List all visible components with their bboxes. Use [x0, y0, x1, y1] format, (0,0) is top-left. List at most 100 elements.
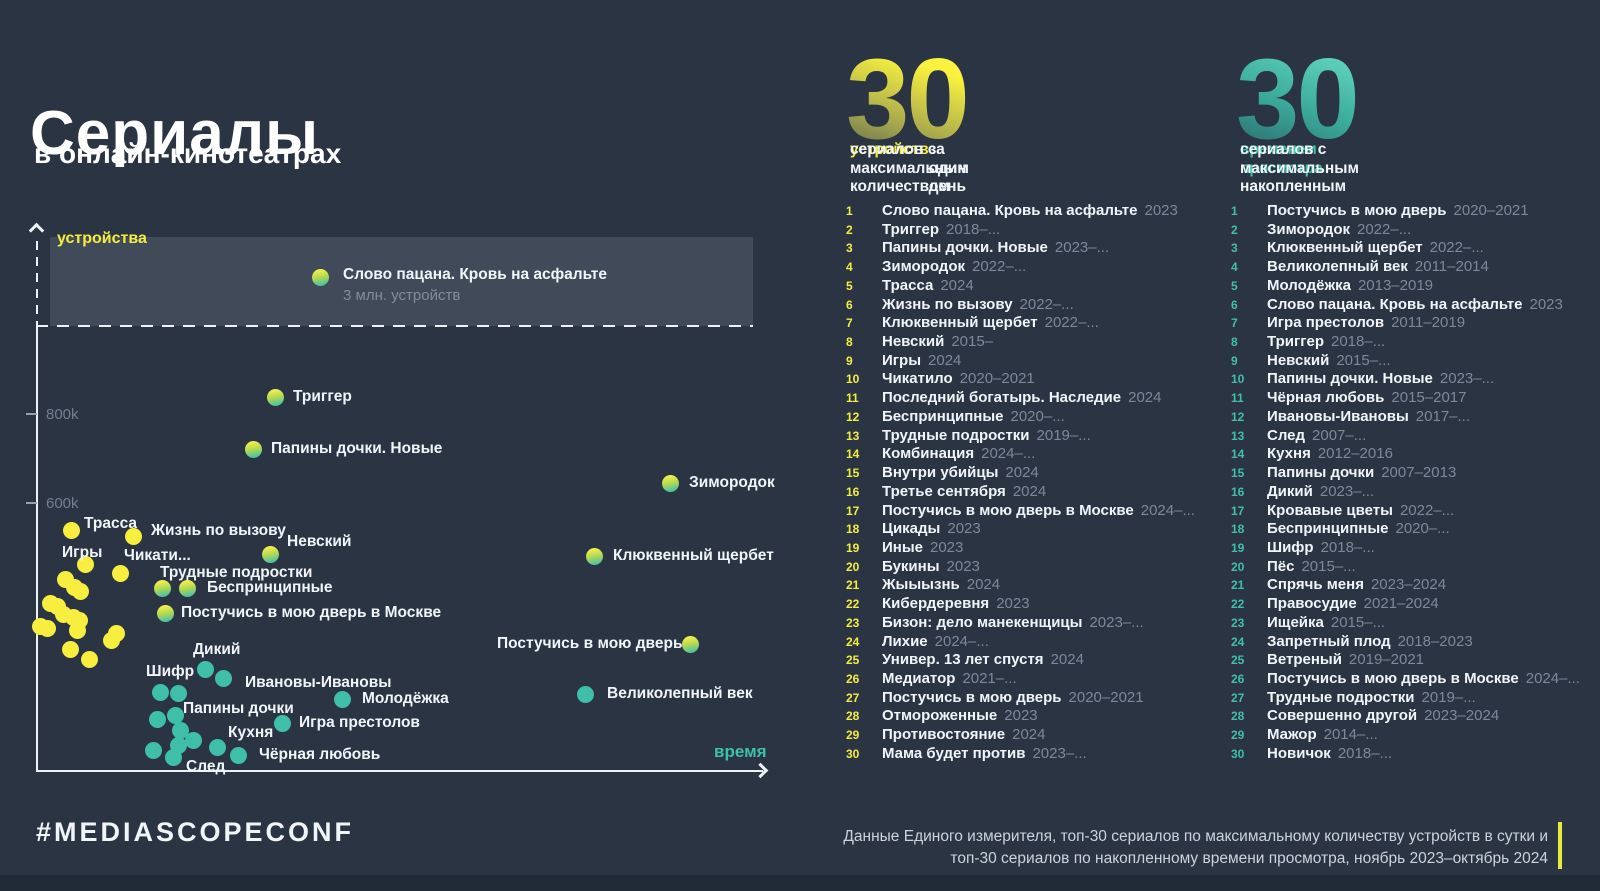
list-item-title: Универ. 13 лет спустя: [882, 651, 1044, 669]
list-item-rank: 11: [1231, 391, 1244, 406]
list-item: 18 Цикады 2023: [846, 520, 1195, 539]
list-item-rank: 18: [1231, 522, 1245, 537]
list-item-rank: 20: [846, 559, 860, 574]
list-item-rank: 11: [846, 391, 859, 406]
list-item-rank: 15: [1231, 466, 1245, 481]
time-axis-label: время: [714, 742, 767, 761]
axis-break-band: [50, 237, 753, 326]
point-label: Игры: [62, 544, 103, 561]
point-label: Клюквенный щербет: [613, 547, 774, 564]
list-item-years: 2020–2021: [1453, 202, 1529, 219]
list-item-rank: 9: [1231, 353, 1238, 368]
list-item-years: 2007–...: [1312, 426, 1367, 444]
list-item-rank: 15: [846, 466, 860, 481]
list-item-title: Кровавые цветы: [1267, 501, 1393, 519]
list-item-rank: 19: [1231, 540, 1245, 555]
list-item-rank: 7: [1231, 316, 1238, 331]
scatter-point: [76, 555, 94, 573]
x-axis-arrow-icon: [752, 762, 769, 779]
list-item-title: Ивановы-Ивановы: [1267, 407, 1409, 425]
list-item: 3 Клюквенный щербет 2022–...: [1231, 239, 1580, 258]
list-item: 24 Запретный плод 2018–2023: [1231, 633, 1580, 652]
list-item-years: 2023–2024: [1370, 576, 1447, 594]
list-item-rank: 22: [1231, 597, 1245, 612]
list-item-rank: 18: [846, 522, 860, 537]
list-item: 10 Папины дочки. Новые 2023–...: [1231, 370, 1580, 389]
list-item: 26 Постучись в мою дверь в Москве 2024–...: [1231, 670, 1580, 689]
list-item-title: Клюквенный щербет: [1267, 239, 1423, 257]
list-item-years: 2021–...: [962, 669, 1017, 687]
scatter-point: [166, 706, 184, 724]
list-item-title: Чёрная любовь: [1267, 389, 1385, 407]
list-item: 11 Чёрная любовь 2015–2017: [1231, 389, 1580, 408]
list-item-title: Ветреный: [1267, 651, 1342, 669]
list-item: 5 Трасса 2024: [846, 277, 1195, 296]
list-item-years: 2020–2021: [959, 370, 1035, 388]
point-label: Невский: [287, 533, 352, 550]
point-label: Трудные подростки: [160, 564, 313, 581]
point-label: Ивановы-Ивановы: [245, 674, 392, 691]
list-item-years: 2023–...: [1319, 482, 1375, 500]
list-item: 27 Постучись в мою дверь 2020–2021: [846, 689, 1195, 708]
list-item: 8 Невский 2015–: [846, 333, 1195, 352]
list-item-title: Бизон: дело манекенщицы: [882, 613, 1083, 631]
list-item-title: Триггер: [1267, 333, 1324, 351]
scatter-point: [111, 564, 129, 582]
list-item-rank: 2: [1231, 222, 1238, 237]
tick-label: 800k: [46, 405, 79, 423]
list-item-title: Комбинация: [882, 445, 975, 463]
list-item-rank: 25: [1231, 653, 1245, 668]
heading-text: за один день: [928, 141, 967, 195]
list-item-years: 2018–2023: [1397, 632, 1473, 650]
list-item: 17 Кровавые цветы 2022–...: [1231, 502, 1580, 521]
heading-text: сериалов с максимальным накопленным: [1240, 141, 1359, 195]
list-item-years: 2020–...: [1395, 520, 1450, 538]
point-label: Великолепный век: [607, 685, 753, 702]
scatter-point: [124, 527, 142, 545]
list-item: 3 Папины дочки. Новые 2023–...: [846, 239, 1195, 258]
bottom-strip: [0, 875, 1600, 891]
list-item-title: Слово пацана. Кровь на асфальте: [1267, 295, 1523, 313]
point-label: Папины дочки: [183, 700, 294, 717]
point-label: Игра престолов: [299, 714, 420, 731]
list-item-title: Невский: [1267, 351, 1330, 369]
list-item-title: Последний богатырь. Наследие: [882, 389, 1122, 407]
scatter-point: [156, 604, 174, 622]
list-item-years: 2007–2013: [1381, 464, 1457, 482]
list-item-years: 2020–2021: [1068, 688, 1144, 706]
list-item-years: 2023: [1529, 295, 1563, 313]
point-label: Слово пацана. Кровь на асфальте: [343, 266, 608, 283]
list-item-rank: 14: [1231, 447, 1245, 462]
scatter-point: [80, 650, 98, 668]
list-item-years: 2015–: [951, 333, 994, 351]
scatter-point: [144, 741, 162, 759]
list-item: 5 Молодёжка 2013–2019: [1231, 277, 1580, 296]
list-item-years: 2023: [930, 538, 964, 556]
list-item-title: Папины дочки. Новые: [882, 239, 1048, 257]
list-item-title: Кухня: [1267, 445, 1311, 463]
list-item-title: Медиатор: [882, 669, 956, 687]
list-item: 15 Папины дочки 2007–2013: [1231, 464, 1580, 483]
list-item: 24 Лихие 2024–...: [846, 633, 1195, 652]
list-item: 9 Игры 2024: [846, 352, 1195, 371]
list-item-rank: 5: [1231, 278, 1238, 293]
scatter-point: [229, 746, 247, 764]
list-item-rank: 14: [846, 447, 860, 462]
list-item-title: Постучись в мою дверь в Москве: [882, 501, 1134, 519]
point-label: Триггер: [293, 388, 352, 405]
tick-label: 600k: [46, 494, 79, 512]
list-item: 14 Комбинация 2024–...: [846, 445, 1195, 464]
list-item: 4 Великолепный век 2011–2014: [1231, 258, 1580, 277]
list-item-rank: 1: [846, 204, 853, 218]
list-item-rank: 8: [846, 335, 853, 350]
list-item-rank: 10: [1231, 372, 1245, 387]
point-label: Жизнь по вызову: [151, 522, 286, 539]
scatter-point: [585, 547, 603, 565]
list-item-title: Постучись в мою дверь: [882, 688, 1062, 706]
scatter-point: [62, 521, 80, 539]
point-sub-label: 3 млн. устройств: [343, 287, 461, 304]
list-item: 13 След 2007–...: [1231, 427, 1580, 446]
list-item-rank: 4: [1231, 260, 1238, 275]
scatter-point: [208, 738, 226, 756]
point-label: Молодёжка: [362, 690, 449, 707]
